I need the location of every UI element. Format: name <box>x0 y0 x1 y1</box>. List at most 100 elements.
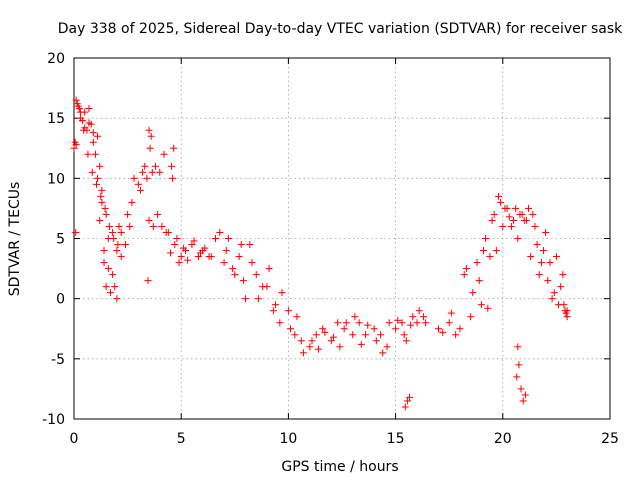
data-point <box>134 180 142 188</box>
data-point <box>89 138 97 146</box>
y-tick-label: -10 <box>42 412 65 428</box>
data-point <box>497 198 505 206</box>
data-point <box>336 343 344 351</box>
data-point <box>173 235 181 242</box>
data-point <box>490 210 498 218</box>
data-point <box>321 328 329 336</box>
data-point <box>111 283 119 291</box>
data-point <box>136 186 144 194</box>
data-point <box>94 174 102 182</box>
data-point <box>124 210 132 218</box>
data-point <box>522 216 530 224</box>
data-point <box>109 271 117 279</box>
data-points <box>70 96 571 411</box>
data-point <box>351 313 359 321</box>
data-point <box>542 228 550 236</box>
data-point <box>72 96 80 104</box>
data-point <box>563 313 571 321</box>
data-point <box>139 168 147 176</box>
data-point <box>314 345 322 353</box>
data-point <box>340 325 348 333</box>
data-point <box>94 132 102 140</box>
data-point <box>501 204 509 212</box>
data-point <box>434 325 442 333</box>
y-tick-label: -5 <box>51 352 65 368</box>
data-point <box>385 319 393 327</box>
data-point <box>91 150 99 158</box>
data-point <box>93 180 101 188</box>
data-point <box>349 331 357 339</box>
data-point <box>402 337 410 345</box>
data-point <box>519 397 527 405</box>
data-point <box>96 162 104 170</box>
data-point <box>89 129 97 137</box>
data-point <box>248 259 256 267</box>
data-point <box>147 132 155 140</box>
data-point <box>207 253 215 261</box>
axis-ticks: 0 5 10 15 20 25 -10 -5 0 5 10 15 20 <box>42 51 619 447</box>
data-point <box>291 331 299 339</box>
data-point <box>419 313 427 321</box>
data-point <box>527 253 535 261</box>
data-point <box>158 222 166 230</box>
data-point <box>514 235 522 242</box>
data-point <box>308 337 316 345</box>
data-point <box>540 247 548 255</box>
data-point <box>237 241 245 249</box>
data-point <box>110 235 118 242</box>
data-point <box>239 277 247 285</box>
data-point <box>166 249 174 257</box>
data-point <box>190 237 198 245</box>
data-point <box>168 162 176 170</box>
data-point <box>372 337 380 345</box>
data-point <box>514 343 522 351</box>
data-point <box>394 316 402 324</box>
data-point <box>72 141 80 149</box>
grid-lines <box>74 58 610 419</box>
data-point <box>114 241 122 249</box>
data-point <box>413 319 421 327</box>
data-point <box>531 222 539 230</box>
data-point <box>143 174 151 182</box>
data-point <box>422 319 430 327</box>
data-point <box>398 319 406 327</box>
data-point <box>473 259 481 267</box>
data-point <box>319 325 327 333</box>
data-point <box>406 393 414 401</box>
data-point <box>259 283 267 291</box>
data-point <box>379 349 387 357</box>
data-point <box>357 340 365 348</box>
data-point <box>560 301 568 309</box>
data-point <box>452 331 460 339</box>
x-tick-label: 20 <box>494 431 512 447</box>
data-point <box>98 198 106 206</box>
y-tick-label: 20 <box>47 51 65 67</box>
data-point <box>229 265 237 273</box>
data-point <box>293 313 301 321</box>
data-point <box>362 331 370 339</box>
data-point <box>467 313 475 321</box>
data-point <box>401 403 409 411</box>
data-point <box>486 253 494 261</box>
data-point <box>144 277 152 285</box>
data-point <box>265 265 273 273</box>
data-point <box>477 301 485 309</box>
data-point <box>188 241 196 249</box>
data-point <box>460 271 468 279</box>
data-point <box>563 307 571 315</box>
data-point <box>85 105 93 113</box>
data-point <box>246 241 254 249</box>
data-point <box>171 241 179 249</box>
data-point <box>242 295 250 303</box>
data-point <box>220 259 228 267</box>
data-point <box>278 289 286 297</box>
data-point <box>121 241 129 249</box>
data-point <box>525 204 533 212</box>
data-point <box>98 186 106 194</box>
data-point <box>415 307 423 315</box>
data-point <box>521 391 529 399</box>
data-point <box>100 259 108 267</box>
data-point <box>224 235 232 242</box>
data-point <box>162 228 170 236</box>
